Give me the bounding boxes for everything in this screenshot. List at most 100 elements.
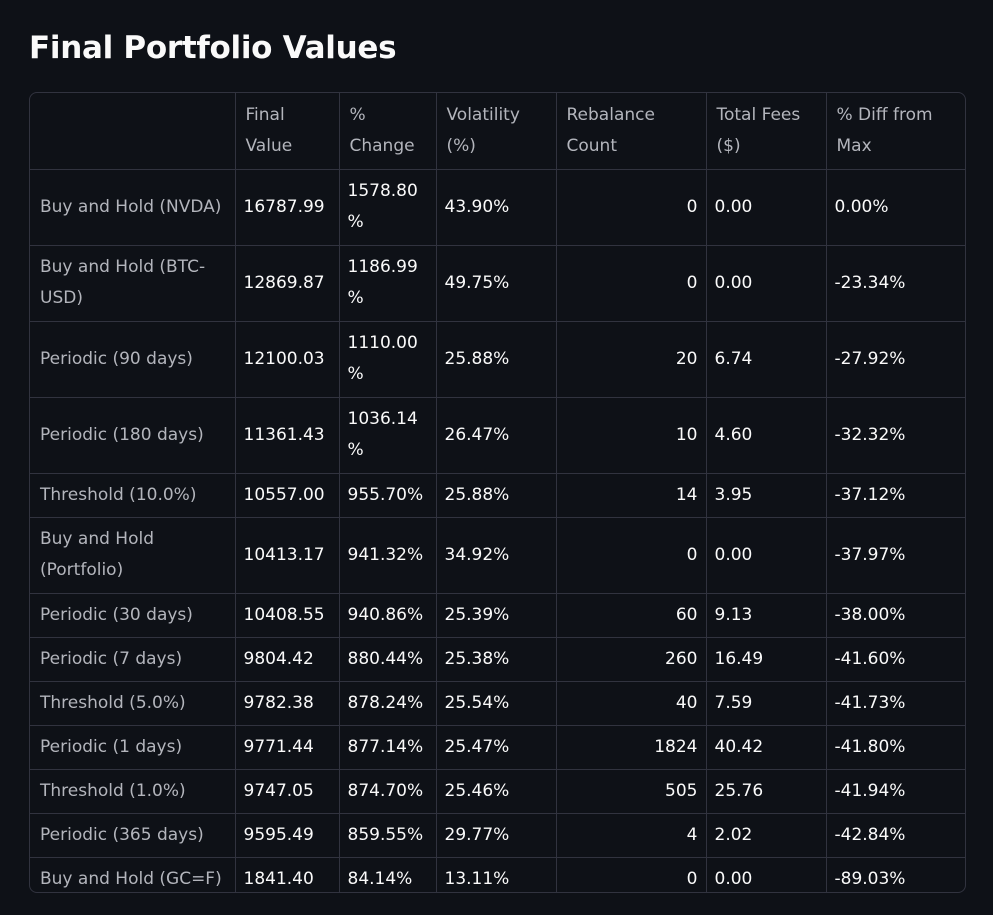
row-label: Buy and Hold (Portfolio) xyxy=(30,517,236,594)
cell-rebalance-count: 10 xyxy=(556,397,707,474)
cell-volatility: 25.88% xyxy=(436,321,557,398)
cell-volatility: 25.38% xyxy=(436,637,557,682)
cell-pct-change: 940.86% xyxy=(339,593,437,638)
cell-total-fees: 2.02 xyxy=(706,813,827,858)
column-header-diff-from-max[interactable]: % Diff from Max xyxy=(826,93,965,170)
cell-volatility: 25.39% xyxy=(436,593,557,638)
cell-pct-change: 877.14% xyxy=(339,725,437,770)
table-row: Buy and Hold (BTC-USD) 12869.87 1186.99 … xyxy=(30,245,965,322)
cell-total-fees: 0.00 xyxy=(706,245,827,322)
cell-diff-from-max: -41.80% xyxy=(826,725,965,770)
cell-final-value: 11361.43 xyxy=(235,397,340,474)
cell-pct-change: 874.70% xyxy=(339,769,437,814)
cell-final-value: 12869.87 xyxy=(235,245,340,322)
cell-pct-change: 859.55% xyxy=(339,813,437,858)
cell-total-fees: 7.59 xyxy=(706,681,827,726)
cell-final-value: 10413.17 xyxy=(235,517,340,594)
row-label: Buy and Hold (NVDA) xyxy=(30,169,236,246)
row-label: Buy and Hold (GC=F) xyxy=(30,857,236,892)
cell-rebalance-count: 0 xyxy=(556,169,707,246)
header-row: Final Value % Change Volatility (%) Reba… xyxy=(30,93,965,170)
table-row: Buy and Hold (Portfolio) 10413.17 941.32… xyxy=(30,517,965,594)
cell-rebalance-count: 40 xyxy=(556,681,707,726)
cell-rebalance-count: 0 xyxy=(556,517,707,594)
table-row: Threshold (5.0%) 9782.38 878.24% 25.54% … xyxy=(30,681,965,726)
cell-pct-change: 941.32% xyxy=(339,517,437,594)
cell-final-value: 9771.44 xyxy=(235,725,340,770)
table-row: Periodic (1 days) 9771.44 877.14% 25.47%… xyxy=(30,725,965,770)
cell-final-value: 1841.40 xyxy=(235,857,340,892)
cell-final-value: 16787.99 xyxy=(235,169,340,246)
cell-diff-from-max: -32.32% xyxy=(826,397,965,474)
table-row: Buy and Hold (GC=F) 1841.40 84.14% 13.11… xyxy=(30,857,965,892)
table-row: Periodic (365 days) 9595.49 859.55% 29.7… xyxy=(30,813,965,858)
cell-diff-from-max: -23.34% xyxy=(826,245,965,322)
row-label: Periodic (365 days) xyxy=(30,813,236,858)
cell-total-fees: 9.13 xyxy=(706,593,827,638)
row-label: Threshold (1.0%) xyxy=(30,769,236,814)
row-label: Periodic (1 days) xyxy=(30,725,236,770)
cell-total-fees: 0.00 xyxy=(706,169,827,246)
cell-final-value: 10408.55 xyxy=(235,593,340,638)
column-header-volatility[interactable]: Volatility (%) xyxy=(436,93,557,170)
cell-total-fees: 3.95 xyxy=(706,473,827,518)
row-label: Threshold (10.0%) xyxy=(30,473,236,518)
row-label: Buy and Hold (BTC-USD) xyxy=(30,245,236,322)
cell-pct-change: 1036.14 % xyxy=(339,397,437,474)
column-header-rebalance-count[interactable]: Rebalance Count xyxy=(556,93,707,170)
cell-pct-change: 880.44% xyxy=(339,637,437,682)
cell-diff-from-max: -38.00% xyxy=(826,593,965,638)
cell-diff-from-max: -41.60% xyxy=(826,637,965,682)
cell-diff-from-max: -41.94% xyxy=(826,769,965,814)
cell-pct-change: 1186.99 % xyxy=(339,245,437,322)
cell-pct-change: 878.24% xyxy=(339,681,437,726)
cell-diff-from-max: -42.84% xyxy=(826,813,965,858)
cell-final-value: 9747.05 xyxy=(235,769,340,814)
table-row: Threshold (10.0%) 10557.00 955.70% 25.88… xyxy=(30,473,965,518)
cell-volatility: 13.11% xyxy=(436,857,557,892)
row-label: Periodic (30 days) xyxy=(30,593,236,638)
cell-total-fees: 0.00 xyxy=(706,517,827,594)
cell-rebalance-count: 4 xyxy=(556,813,707,858)
cell-volatility: 49.75% xyxy=(436,245,557,322)
row-label: Periodic (180 days) xyxy=(30,397,236,474)
cell-total-fees: 6.74 xyxy=(706,321,827,398)
cell-final-value: 12100.03 xyxy=(235,321,340,398)
cell-rebalance-count: 60 xyxy=(556,593,707,638)
cell-volatility: 25.46% xyxy=(436,769,557,814)
cell-volatility: 26.47% xyxy=(436,397,557,474)
cell-rebalance-count: 505 xyxy=(556,769,707,814)
cell-diff-from-max: 0.00% xyxy=(826,169,965,246)
cell-total-fees: 16.49 xyxy=(706,637,827,682)
cell-rebalance-count: 260 xyxy=(556,637,707,682)
table-row: Periodic (30 days) 10408.55 940.86% 25.3… xyxy=(30,593,965,638)
page-title: Final Portfolio Values xyxy=(29,30,397,66)
portfolio-table-container[interactable]: Final Value % Change Volatility (%) Reba… xyxy=(29,92,966,893)
table-row: Threshold (1.0%) 9747.05 874.70% 25.46% … xyxy=(30,769,965,814)
cell-final-value: 9595.49 xyxy=(235,813,340,858)
cell-diff-from-max: -37.97% xyxy=(826,517,965,594)
cell-volatility: 25.54% xyxy=(436,681,557,726)
cell-volatility: 29.77% xyxy=(436,813,557,858)
column-header-total-fees[interactable]: Total Fees ($) xyxy=(706,93,827,170)
cell-volatility: 25.47% xyxy=(436,725,557,770)
column-header-index xyxy=(30,93,236,170)
cell-rebalance-count: 0 xyxy=(556,857,707,892)
table-row: Periodic (7 days) 9804.42 880.44% 25.38%… xyxy=(30,637,965,682)
column-header-pct-change[interactable]: % Change xyxy=(339,93,437,170)
cell-diff-from-max: -89.03% xyxy=(834,868,906,889)
column-header-final-value[interactable]: Final Value xyxy=(235,93,340,170)
cell-pct-change: 1110.00 % xyxy=(339,321,437,398)
cell-rebalance-count: 20 xyxy=(556,321,707,398)
cell-volatility: 43.90% xyxy=(436,169,557,246)
cell-total-fees: 0.00 xyxy=(706,857,827,892)
cell-volatility: 25.88% xyxy=(436,473,557,518)
cell-diff-from-max: -27.92% xyxy=(826,321,965,398)
cell-volatility: 34.92% xyxy=(436,517,557,594)
cell-rebalance-count: 1824 xyxy=(556,725,707,770)
row-label: Threshold (5.0%) xyxy=(30,681,236,726)
cell-final-value: 9804.42 xyxy=(235,637,340,682)
cell-pct-change: 955.70% xyxy=(339,473,437,518)
cell-rebalance-count: 0 xyxy=(556,245,707,322)
